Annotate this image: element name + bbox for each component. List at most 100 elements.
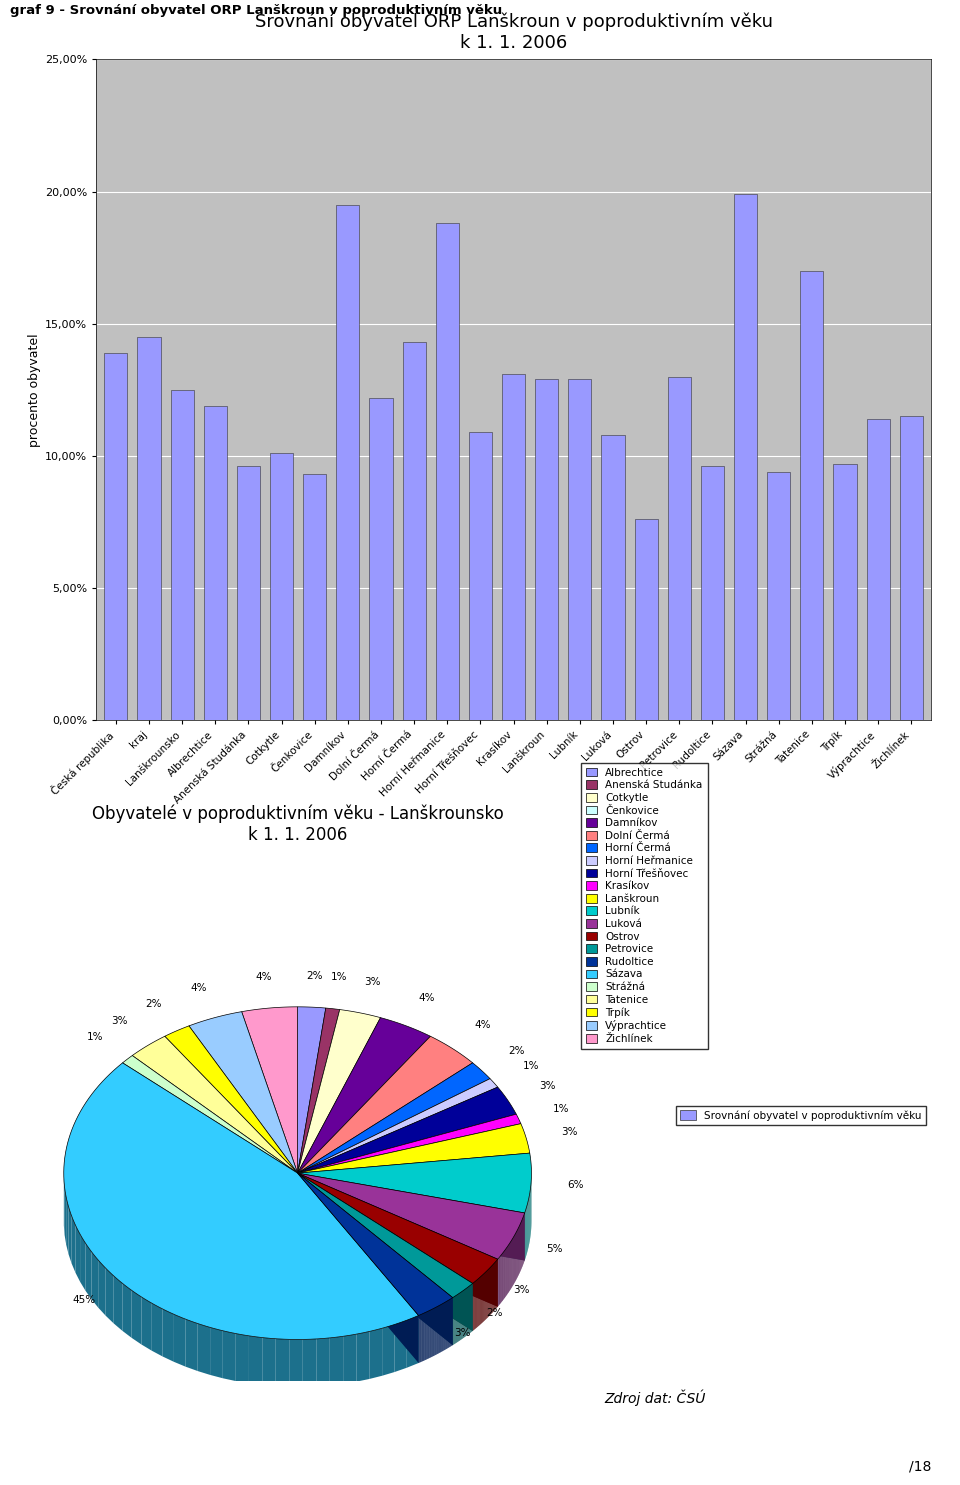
Polygon shape [141, 1296, 152, 1351]
Polygon shape [298, 1007, 325, 1173]
Polygon shape [64, 1188, 66, 1244]
Bar [171, 389, 194, 720]
Polygon shape [189, 1011, 298, 1173]
Polygon shape [407, 1316, 419, 1368]
Bar [767, 472, 790, 720]
Text: /18: /18 [909, 1460, 931, 1473]
Bar [535, 379, 559, 720]
Bar [402, 342, 426, 720]
Polygon shape [382, 1325, 395, 1375]
Polygon shape [132, 1290, 141, 1344]
Polygon shape [132, 1037, 298, 1173]
Text: 1%: 1% [331, 973, 348, 983]
Polygon shape [152, 1304, 162, 1356]
Polygon shape [298, 1173, 472, 1298]
Polygon shape [223, 1331, 236, 1381]
Text: 4%: 4% [419, 993, 435, 1002]
Text: 5%: 5% [546, 1244, 564, 1253]
Polygon shape [356, 1332, 370, 1381]
Polygon shape [63, 1063, 419, 1339]
Polygon shape [298, 1124, 530, 1173]
Text: 1%: 1% [553, 1103, 569, 1114]
Bar [568, 379, 591, 720]
Polygon shape [210, 1328, 223, 1378]
Text: 3%: 3% [364, 977, 380, 988]
Polygon shape [395, 1320, 407, 1372]
Polygon shape [262, 1338, 276, 1387]
Bar [436, 223, 459, 720]
Text: 3%: 3% [562, 1127, 578, 1136]
Text: 2%: 2% [306, 971, 323, 980]
Bar [635, 520, 658, 720]
Polygon shape [123, 1056, 298, 1173]
Polygon shape [298, 1173, 419, 1363]
Polygon shape [185, 1319, 198, 1371]
Polygon shape [298, 1173, 497, 1283]
Polygon shape [343, 1334, 356, 1384]
Polygon shape [68, 1206, 72, 1264]
Polygon shape [298, 1152, 532, 1213]
Bar [303, 474, 326, 720]
Polygon shape [72, 1216, 76, 1273]
Text: 4%: 4% [191, 983, 207, 993]
Polygon shape [298, 1008, 340, 1173]
Polygon shape [298, 1010, 380, 1173]
Polygon shape [298, 1173, 497, 1307]
Polygon shape [298, 1173, 453, 1345]
Polygon shape [298, 1078, 497, 1173]
Polygon shape [298, 1114, 521, 1173]
Text: 3%: 3% [111, 1016, 128, 1026]
Text: 2%: 2% [509, 1045, 525, 1056]
Bar [601, 435, 625, 720]
Polygon shape [298, 1173, 525, 1261]
Bar [867, 419, 890, 720]
Polygon shape [298, 1173, 472, 1331]
Polygon shape [276, 1339, 289, 1387]
Polygon shape [66, 1197, 68, 1253]
Polygon shape [330, 1336, 343, 1386]
Bar [668, 377, 691, 720]
Polygon shape [106, 1268, 113, 1323]
Bar [336, 205, 359, 720]
Legend: Srovnání obyvatel v poproduktivním věku: Srovnání obyvatel v poproduktivním věku [676, 1106, 926, 1124]
Text: 4%: 4% [474, 1020, 491, 1031]
Text: graf 9 - Srovnání obyvatel ORP Lanškroun v poproduktivním věku: graf 9 - Srovnání obyvatel ORP Lanškroun… [10, 4, 502, 18]
Polygon shape [298, 1173, 453, 1345]
Bar [137, 337, 160, 720]
Y-axis label: procento obyvatel: procento obyvatel [28, 333, 40, 447]
Polygon shape [113, 1276, 122, 1331]
Text: 1%: 1% [86, 1032, 103, 1042]
Text: Obyvatelé v poproduktivním věku - Lanškrounsko
k 1. 1. 2006: Obyvatelé v poproduktivním věku - Lanškr… [92, 805, 503, 843]
Polygon shape [198, 1323, 210, 1375]
Polygon shape [98, 1261, 106, 1316]
Title: Srovnání obyvatel ORP Lanškroun v poproduktivním věku
k 1. 1. 2006: Srovnání obyvatel ORP Lanškroun v poprod… [254, 13, 773, 52]
Bar [701, 466, 724, 720]
Polygon shape [85, 1243, 91, 1299]
Bar [900, 416, 923, 720]
Polygon shape [249, 1336, 262, 1386]
Polygon shape [80, 1234, 85, 1290]
Bar [105, 353, 128, 720]
Polygon shape [174, 1314, 185, 1366]
Text: 4%: 4% [255, 971, 273, 982]
Bar [833, 463, 856, 720]
Text: 3%: 3% [454, 1328, 470, 1338]
Polygon shape [289, 1339, 302, 1387]
Polygon shape [298, 1037, 472, 1173]
Polygon shape [298, 1173, 453, 1316]
Text: 2%: 2% [145, 999, 162, 1008]
Legend: Albrechtice, Anenská Studánka, Cotkytle, Čenkovice, Damníkov, Dolní Čermá, Horní: Albrechtice, Anenská Studánka, Cotkytle,… [581, 763, 708, 1050]
Polygon shape [165, 1026, 298, 1173]
Polygon shape [302, 1339, 317, 1387]
Bar [734, 195, 757, 720]
Bar [270, 453, 293, 720]
Polygon shape [298, 1173, 497, 1307]
Polygon shape [298, 1173, 419, 1363]
Text: 1%: 1% [523, 1060, 540, 1071]
Bar [801, 270, 824, 720]
Polygon shape [298, 1017, 430, 1173]
Text: Zdroj dat: ČSÚ: Zdroj dat: ČSÚ [605, 1390, 707, 1406]
Polygon shape [76, 1225, 80, 1282]
Polygon shape [298, 1173, 525, 1261]
Bar [468, 432, 492, 720]
